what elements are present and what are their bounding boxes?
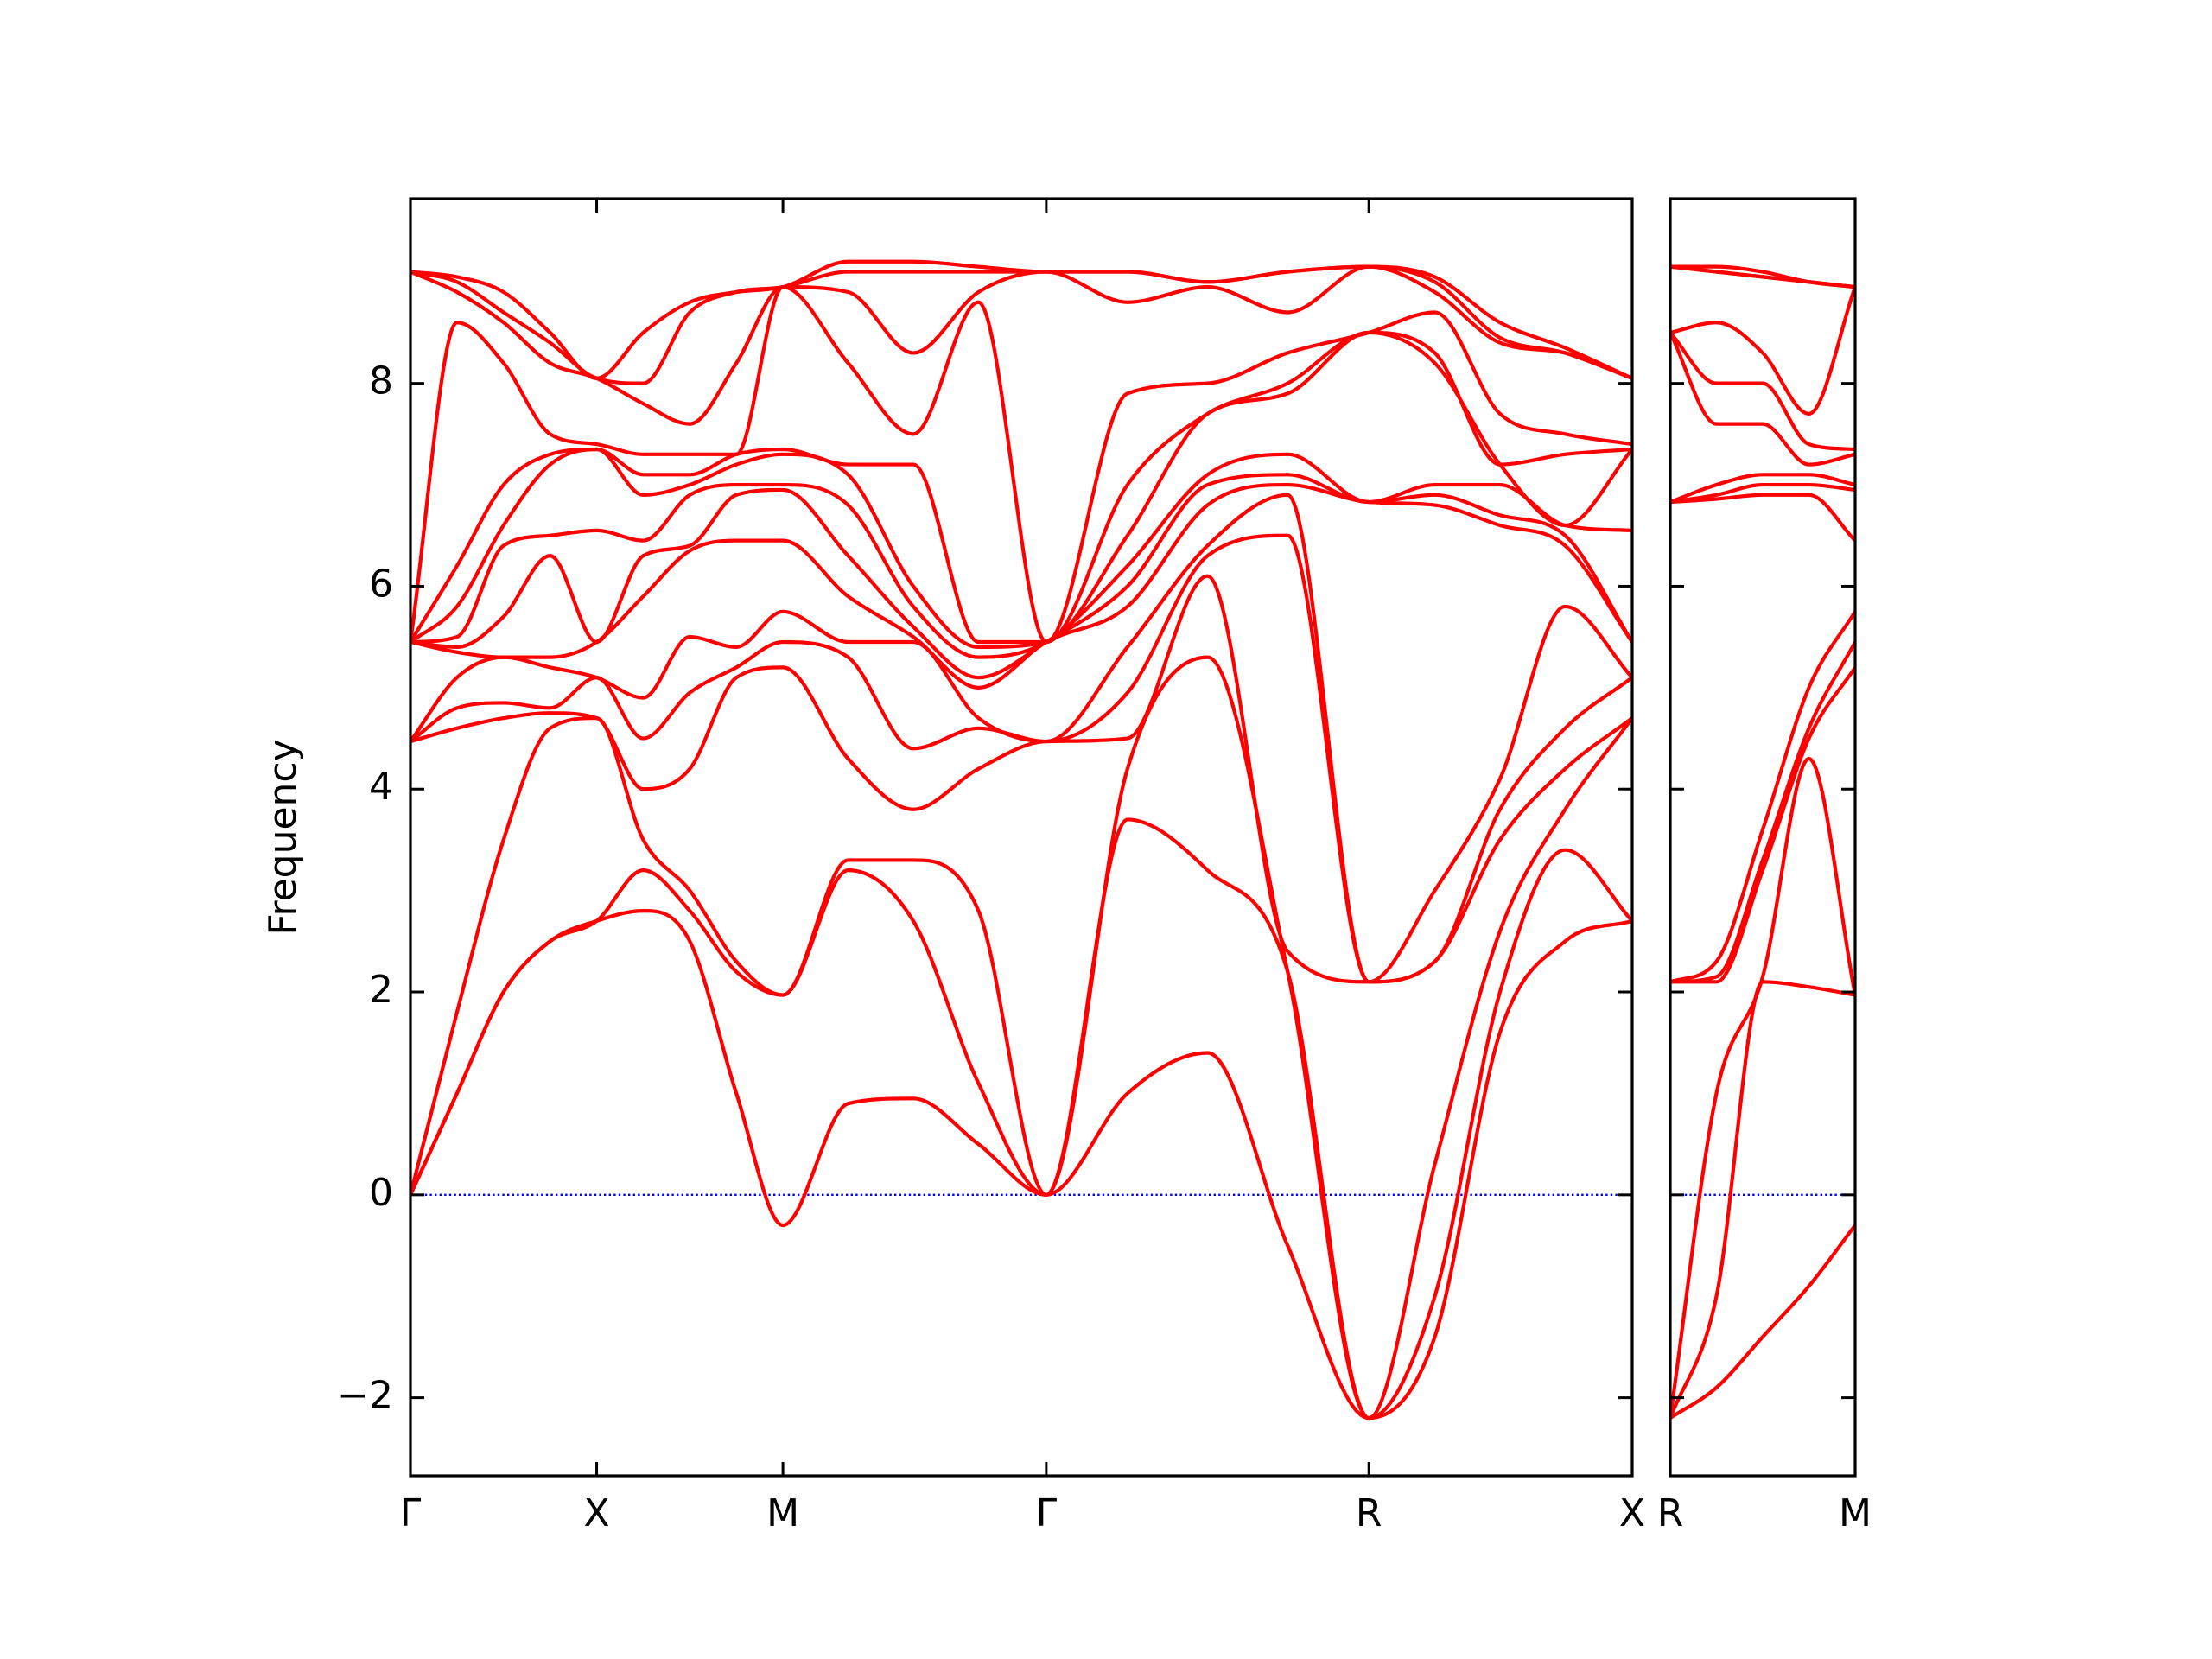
band-line (1670, 332, 1855, 467)
band-line (410, 817, 1632, 1421)
x-tick-label: X (1619, 1491, 1645, 1535)
band-line (1670, 1224, 1855, 1420)
band-line (1670, 331, 1855, 452)
band-line (410, 452, 1632, 659)
axes-frame (409, 197, 1634, 1478)
axes-frame (1669, 197, 1857, 1478)
band-line (410, 285, 1632, 645)
x-tick-label: X (583, 1491, 609, 1535)
x-tick-label: R (1657, 1491, 1684, 1535)
x-tick-label: M (766, 1491, 799, 1535)
y-tick-label: 0 (369, 1171, 393, 1215)
band-line (410, 330, 1632, 645)
x-tick-label: R (1356, 1491, 1382, 1535)
y-axis-label: Frequency (261, 739, 305, 935)
band-line (410, 493, 1632, 984)
band-line (410, 533, 1632, 984)
band-line (1670, 610, 1855, 984)
band-line (410, 330, 1632, 649)
band-line (1670, 286, 1855, 416)
band-line (410, 655, 1632, 1421)
x-tick-label: Γ (1036, 1491, 1058, 1535)
y-tick-label: 2 (369, 968, 393, 1012)
band-line (1670, 473, 1855, 504)
band-line (1670, 756, 1855, 1419)
y-tick-label: 4 (369, 765, 393, 809)
band-line (1670, 493, 1855, 543)
band-line (1670, 641, 1855, 984)
band-line (410, 909, 1632, 1421)
y-tick-label: −2 (337, 1374, 393, 1418)
band-line (410, 473, 1632, 680)
y-tick-label: 8 (369, 359, 393, 404)
x-tick-label: M (1839, 1491, 1872, 1535)
band-line (1670, 980, 1855, 1419)
band-line (1670, 264, 1855, 289)
x-tick-label: Γ (400, 1491, 422, 1535)
band-line (1670, 482, 1855, 505)
band-line (410, 259, 1632, 380)
y-tick-label: 6 (369, 562, 393, 606)
band-line (1670, 666, 1855, 984)
